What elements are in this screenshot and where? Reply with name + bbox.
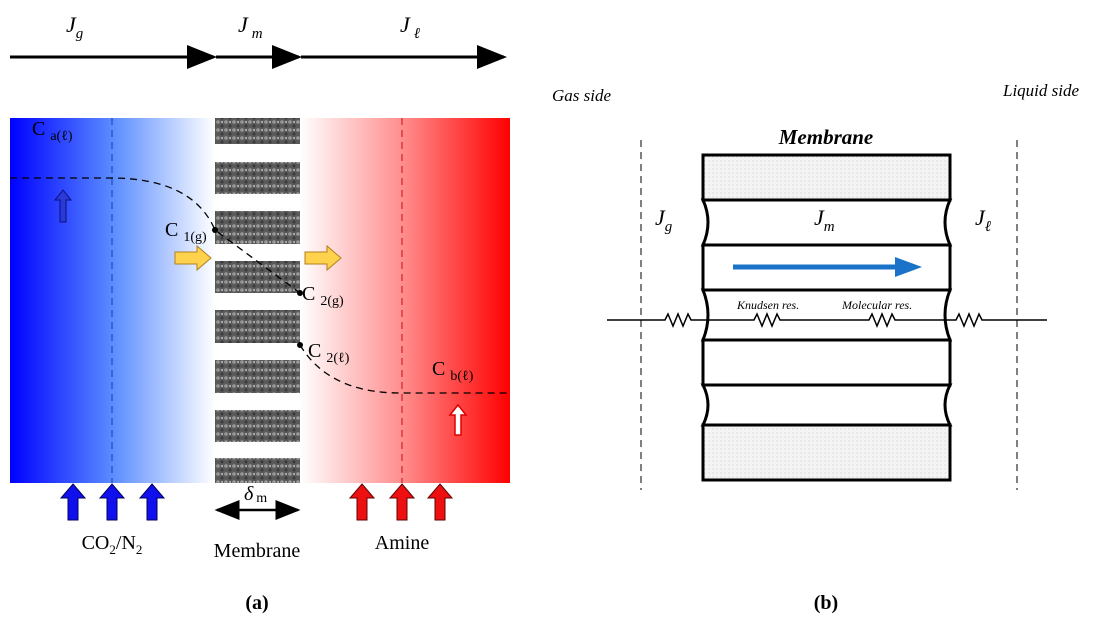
resistance-label: Molecular res.: [841, 298, 912, 312]
gas-inlet-label: CO2/N2: [82, 532, 143, 557]
flux-label: Jℓ: [975, 205, 991, 235]
liquid-side-label: Liquid side: [1002, 81, 1079, 100]
resistance-label: Knudsen res.: [736, 298, 799, 312]
figure: Jg Jm Jℓ Ca(ℓ) C1(g) C2(g) C2(ℓ) Cb(ℓ) δ…: [0, 0, 1101, 619]
panel-b: Gas side Liquid side Membrane Knudsen re…: [552, 81, 1079, 614]
liquid-inlet-arrows: [350, 484, 452, 520]
amine-label: Amine: [375, 532, 430, 554]
membrane-structure: [703, 155, 950, 480]
caption: (a): [245, 592, 268, 614]
point: [297, 342, 303, 348]
gas-side-label: Gas side: [552, 86, 611, 105]
membrane-label: Membrane: [214, 540, 301, 562]
caption: (b): [814, 592, 838, 614]
membrane-title: Membrane: [778, 125, 874, 149]
point: [212, 227, 218, 233]
flux-label: Jg: [655, 205, 673, 235]
gas-inlet-arrows: [61, 484, 164, 520]
flux-label: Jg: [66, 12, 84, 42]
membrane-pores: [215, 118, 300, 483]
